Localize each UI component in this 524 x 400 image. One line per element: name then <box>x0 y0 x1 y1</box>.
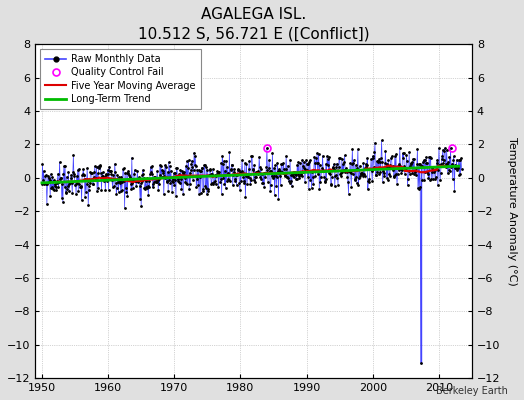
Y-axis label: Temperature Anomaly (°C): Temperature Anomaly (°C) <box>507 137 517 286</box>
Legend: Raw Monthly Data, Quality Control Fail, Five Year Moving Average, Long-Term Tren: Raw Monthly Data, Quality Control Fail, … <box>40 49 201 109</box>
Title: AGALEGA ISL.
10.512 S, 56.721 E ([Conflict]): AGALEGA ISL. 10.512 S, 56.721 E ([Confli… <box>138 7 369 42</box>
Text: Berkeley Earth: Berkeley Earth <box>436 386 508 396</box>
